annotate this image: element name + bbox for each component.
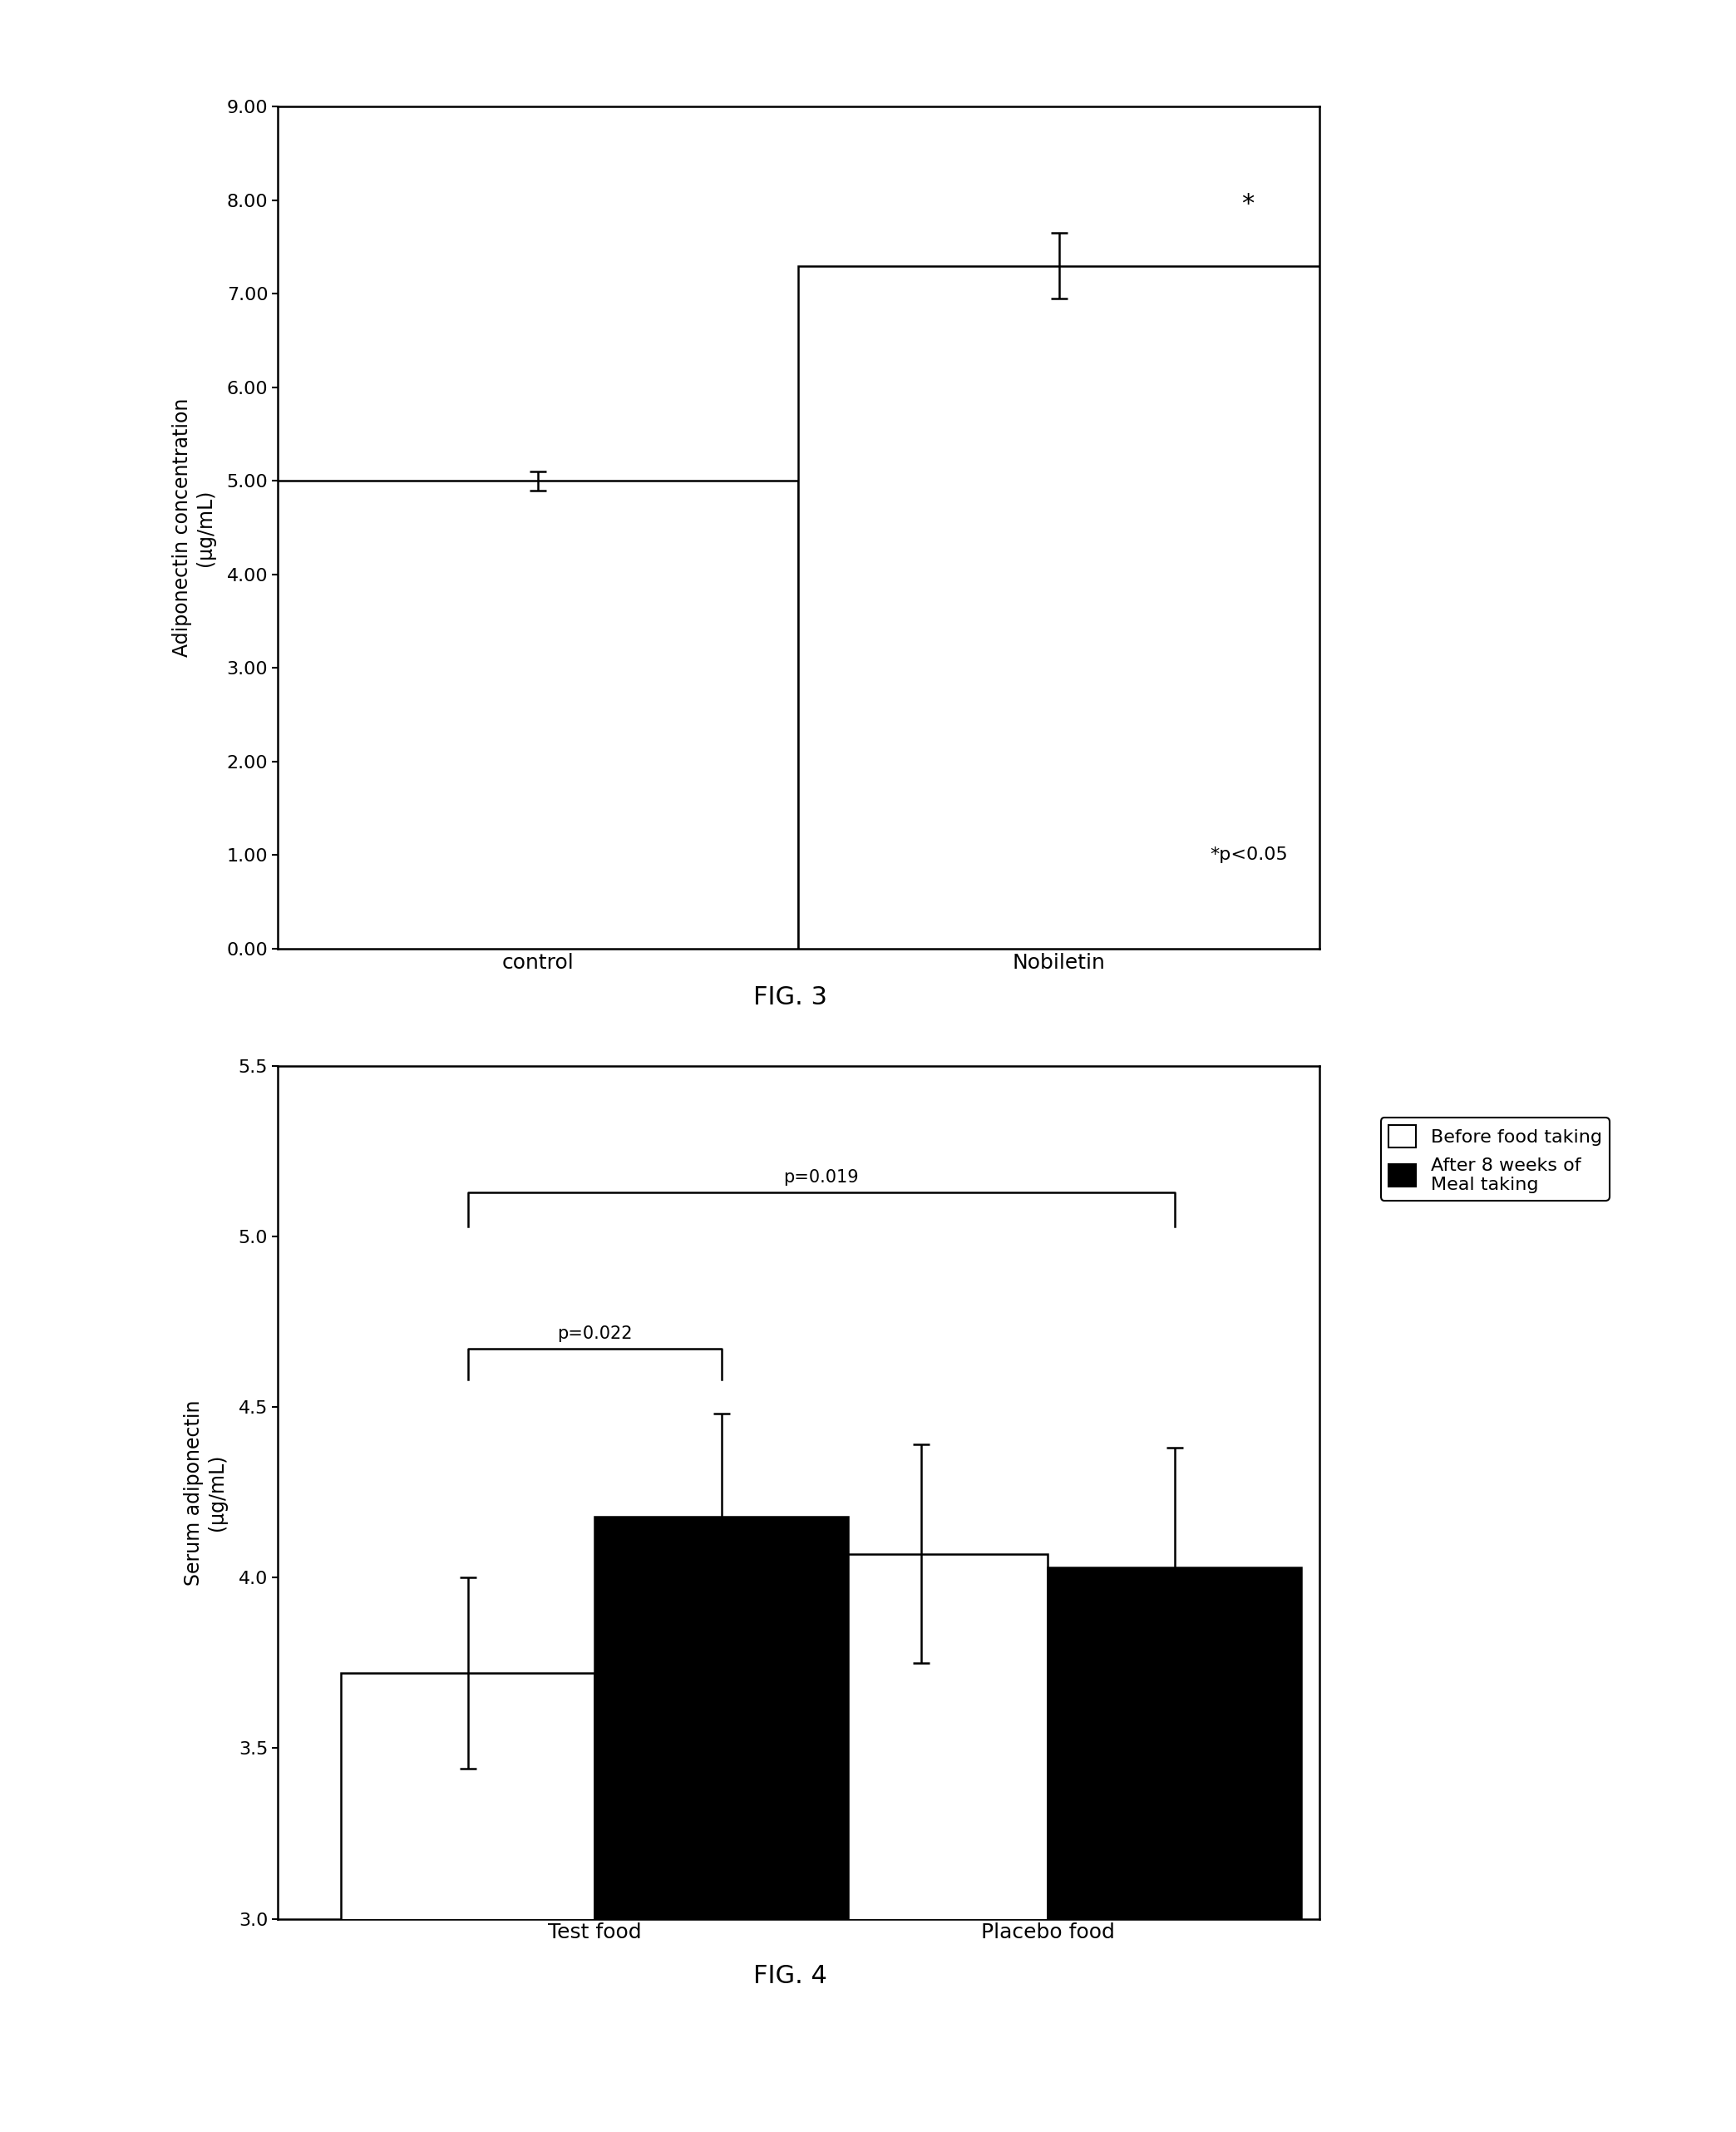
Text: p=0.019: p=0.019 (783, 1168, 859, 1185)
Bar (278, 482, 799, 949)
Text: *: * (1241, 192, 1253, 215)
Text: FIG. 4: FIG. 4 (753, 1964, 826, 1989)
Y-axis label: Serum adiponectin
(μg/mL): Serum adiponectin (μg/mL) (184, 1399, 227, 1586)
Text: *p<0.05: *p<0.05 (1210, 846, 1288, 863)
Bar (595, 1516, 849, 2132)
Bar (793, 1554, 1047, 2132)
Bar (1047, 1567, 1302, 2132)
Y-axis label: Adiponectin concentration
(μg/mL): Adiponectin concentration (μg/mL) (172, 399, 215, 657)
Bar (799, 266, 1319, 949)
Legend: Before food taking, After 8 weeks of
Meal taking: Before food taking, After 8 weeks of Mea… (1380, 1117, 1609, 1200)
Text: p=0.022: p=0.022 (557, 1326, 632, 1343)
Text: FIG. 3: FIG. 3 (753, 985, 826, 1011)
Bar (342, 1674, 595, 2132)
